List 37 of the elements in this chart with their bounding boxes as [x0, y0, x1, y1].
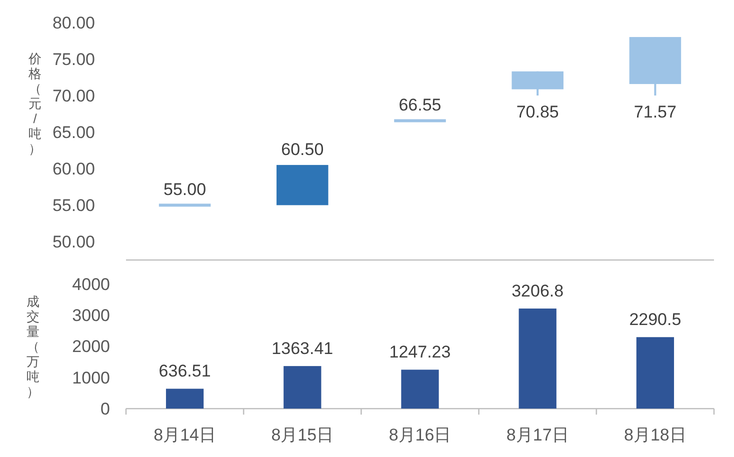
y-tick-label: 1000 [72, 368, 110, 388]
y-tick-label: 50.00 [52, 232, 95, 252]
y-tick-label: 80.00 [52, 13, 95, 32]
candlestick [276, 164, 328, 206]
data-label: 3206.8 [512, 282, 564, 301]
x-tick-label: 8月15日 [271, 426, 334, 445]
data-label: 1363.41 [272, 339, 334, 358]
y-tick-label: 75.00 [52, 50, 95, 69]
text: 60.50 [281, 140, 324, 159]
y-tick-label: 4000 [72, 274, 110, 294]
bar [284, 366, 322, 409]
bar [401, 370, 439, 409]
y-tick-label: 3000 [72, 306, 110, 325]
text: 55.00 [164, 180, 206, 200]
text: 71.57 [634, 102, 676, 122]
bar [636, 337, 674, 409]
y-tick-label: 55.00 [52, 196, 95, 216]
y-axis-title: 价格（元/吨） [28, 51, 42, 156]
x-tick-label: 8月17日 [506, 426, 569, 445]
x-tick-label: 8月18日 [624, 426, 686, 445]
y-axis-title: 成交量（万吨） [26, 294, 40, 400]
x-tick-label: 8月16日 [388, 426, 452, 445]
text: 70.85 [516, 102, 559, 122]
x-tick-label: 8月14日 [154, 426, 216, 445]
data-label: 636.51 [158, 362, 211, 381]
candlestick [394, 119, 446, 122]
y-tick-label: 70.00 [52, 86, 95, 106]
text: 66.55 [398, 96, 442, 115]
data-label: 1247.23 [389, 342, 451, 362]
bar [166, 388, 204, 409]
bar [518, 308, 556, 409]
y-tick-label: 2000 [72, 337, 110, 356]
data-label: 2290.5 [629, 310, 682, 330]
y-tick-label: 65.00 [52, 123, 95, 142]
candlestick [158, 204, 211, 207]
y-tick-label: 0 [100, 400, 110, 419]
y-tick-label: 60.00 [52, 160, 95, 179]
